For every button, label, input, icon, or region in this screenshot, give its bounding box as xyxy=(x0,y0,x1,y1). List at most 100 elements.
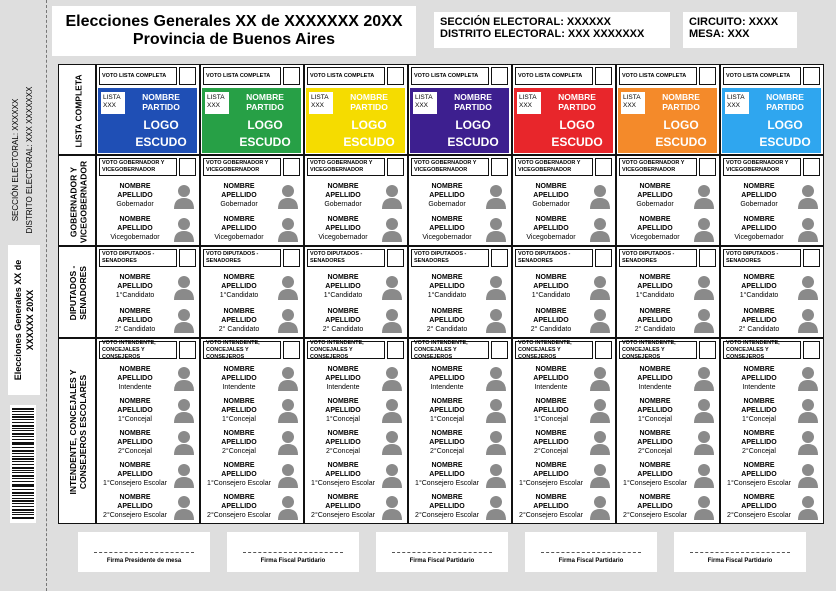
vote-checkbox[interactable] xyxy=(387,341,404,359)
candidate-nombre: NOMBRE xyxy=(431,365,463,373)
candidate-nombre: NOMBRE xyxy=(535,429,567,437)
candidate: NOMBRE APELLIDO 2° Candidato xyxy=(721,304,825,338)
stub-title: Elecciones Generales XX de XXXXXX 20XX xyxy=(13,259,35,381)
candidate-apellido: APELLIDO xyxy=(117,438,153,446)
barcode-bar xyxy=(12,455,34,457)
party-block: LISTA XXX NOMBRE PARTIDO LOGO ESCUDO xyxy=(514,88,613,153)
candidate-photo xyxy=(173,274,195,300)
party-name: NOMBRE PARTIDO xyxy=(766,92,804,112)
candidate-nombre: NOMBRE xyxy=(223,462,255,470)
candidate-nombre: NOMBRE xyxy=(743,494,775,502)
candidate-photo xyxy=(589,397,611,424)
vote-checkbox[interactable] xyxy=(179,249,196,267)
candidate-nombre: NOMBRE xyxy=(119,274,151,282)
candidate-text: NOMBRE APELLIDO 2°Concejal xyxy=(307,426,379,458)
candidate-role: 1°Candidato xyxy=(531,292,571,300)
candidate: NOMBRE APELLIDO Vicegobernador xyxy=(305,212,409,245)
escudo: ESCUDO xyxy=(135,135,187,149)
vote-checkbox[interactable] xyxy=(283,249,300,267)
candidate-text: NOMBRE APELLIDO 1°Candidato xyxy=(515,270,587,304)
vote-checkbox[interactable] xyxy=(387,67,404,85)
candidate-nombre: NOMBRE xyxy=(535,397,567,405)
candidate-photo xyxy=(797,397,819,424)
cell: VOTO DIPUTADOS - SENADORES NOMBRE APELLIDO… xyxy=(720,246,824,338)
vote-label: VOTO INTENDENTE, CONCEJALES Y CONSEJEROS xyxy=(307,340,385,360)
vote-checkbox[interactable] xyxy=(491,249,508,267)
candidate-apellido: APELLIDO xyxy=(741,471,777,479)
vote-checkbox[interactable] xyxy=(699,249,716,267)
barcode-bar xyxy=(12,517,34,520)
candidate-text: NOMBRE APELLIDO Intendente xyxy=(307,362,379,394)
candidate-role: 1°Candidato xyxy=(219,292,259,300)
barcode-bar xyxy=(12,438,34,440)
vote-checkbox[interactable] xyxy=(283,67,300,85)
vote-checkbox[interactable] xyxy=(699,67,716,85)
vote-checkbox[interactable] xyxy=(699,341,716,359)
candidate-text: NOMBRE APELLIDO 2°Consejero Escolar xyxy=(307,491,379,523)
candidate: NOMBRE APELLIDO 2° Candidato xyxy=(201,304,305,338)
candidate-apellido: APELLIDO xyxy=(325,316,361,324)
candidate-role: 1°Consejero Escolar xyxy=(103,480,167,488)
candidate: NOMBRE APELLIDO 2°Consejero Escolar xyxy=(409,491,513,523)
vote-checkbox[interactable] xyxy=(491,158,508,176)
candidate-apellido: APELLIDO xyxy=(325,503,361,511)
candidate-apellido: APELLIDO xyxy=(325,471,361,479)
candidate-role: 1°Consejero Escolar xyxy=(311,480,375,488)
vote-checkbox[interactable] xyxy=(179,158,196,176)
vote-checkbox[interactable] xyxy=(179,341,196,359)
candidate: NOMBRE APELLIDO 1°Concejal xyxy=(617,394,721,426)
vote-checkbox[interactable] xyxy=(803,249,820,267)
candidate-role: 1°Concejal xyxy=(118,415,152,423)
candidate-nombre: NOMBRE xyxy=(223,429,255,437)
vote-checkbox[interactable] xyxy=(387,249,404,267)
vote-checkbox[interactable] xyxy=(283,341,300,359)
candidate: NOMBRE APELLIDO Intendente xyxy=(721,362,825,394)
candidate: NOMBRE APELLIDO 1°Candidato xyxy=(617,270,721,304)
candidate-photo xyxy=(173,307,195,334)
candidate-nombre: NOMBRE xyxy=(327,365,359,373)
candidate-nombre: NOMBRE xyxy=(119,365,151,373)
header-circuito-box: CIRCUITO: XXXX MESA: XXX xyxy=(683,12,797,48)
candidate-text: NOMBRE APELLIDO 1°Concejal xyxy=(203,394,275,426)
candidate-photo xyxy=(277,307,299,334)
candidate-text: NOMBRE APELLIDO 1°Consejero Escolar xyxy=(619,459,691,491)
vote-checkbox[interactable] xyxy=(491,341,508,359)
vote-checkbox[interactable] xyxy=(491,67,508,85)
vote-label: VOTO GOBERNADOR Y VICEGOBERNADOR xyxy=(203,158,281,176)
candidate-text: NOMBRE APELLIDO 2° Candidato xyxy=(515,304,587,338)
cell: VOTO DIPUTADOS - SENADORES NOMBRE APELLIDO… xyxy=(304,246,408,338)
candidate: NOMBRE APELLIDO 1°Candidato xyxy=(721,270,825,304)
vote-label: VOTO GOBERNADOR Y VICEGOBERNADOR xyxy=(619,158,697,176)
candidate-photo xyxy=(173,462,195,488)
candidate: NOMBRE APELLIDO Intendente xyxy=(513,362,617,394)
candidate-text: NOMBRE APELLIDO 1°Consejero Escolar xyxy=(515,459,587,491)
vote-checkbox[interactable] xyxy=(803,341,820,359)
vote-checkbox[interactable] xyxy=(595,67,612,85)
stub-distrito: DISTRITO ELECTORAL: XXX XXXXXXX xyxy=(24,86,34,234)
vote-checkbox[interactable] xyxy=(803,67,820,85)
candidate: NOMBRE APELLIDO Vicegobernador xyxy=(409,212,513,245)
vote-checkbox[interactable] xyxy=(699,158,716,176)
candidate-photo xyxy=(277,274,299,300)
vote-checkbox[interactable] xyxy=(803,158,820,176)
party-name: NOMBRE PARTIDO xyxy=(662,92,700,112)
candidate-apellido: APELLIDO xyxy=(117,503,153,511)
lista-label: LISTA xyxy=(519,94,537,101)
candidate-photo xyxy=(173,365,195,392)
vote-checkbox[interactable] xyxy=(179,67,196,85)
candidate-photo xyxy=(589,365,611,392)
candidate-apellido: APELLIDO xyxy=(429,406,465,414)
party-block: LISTA XXX NOMBRE PARTIDO LOGO ESCUDO xyxy=(98,88,197,153)
vote-checkbox[interactable] xyxy=(595,249,612,267)
vote-checkbox[interactable] xyxy=(595,341,612,359)
vote-checkbox[interactable] xyxy=(387,158,404,176)
lista-box: LISTA XXX xyxy=(725,92,749,114)
lista-box: LISTA XXX xyxy=(205,92,229,114)
vote-checkbox[interactable] xyxy=(283,158,300,176)
vote-checkbox[interactable] xyxy=(595,158,612,176)
candidate-apellido: APELLIDO xyxy=(117,471,153,479)
barcode-bar xyxy=(12,408,34,410)
vote-label: VOTO LISTA COMPLETA xyxy=(619,67,697,85)
candidate-apellido: APELLIDO xyxy=(325,283,361,291)
candidate: NOMBRE APELLIDO 1°Concejal xyxy=(97,394,201,426)
